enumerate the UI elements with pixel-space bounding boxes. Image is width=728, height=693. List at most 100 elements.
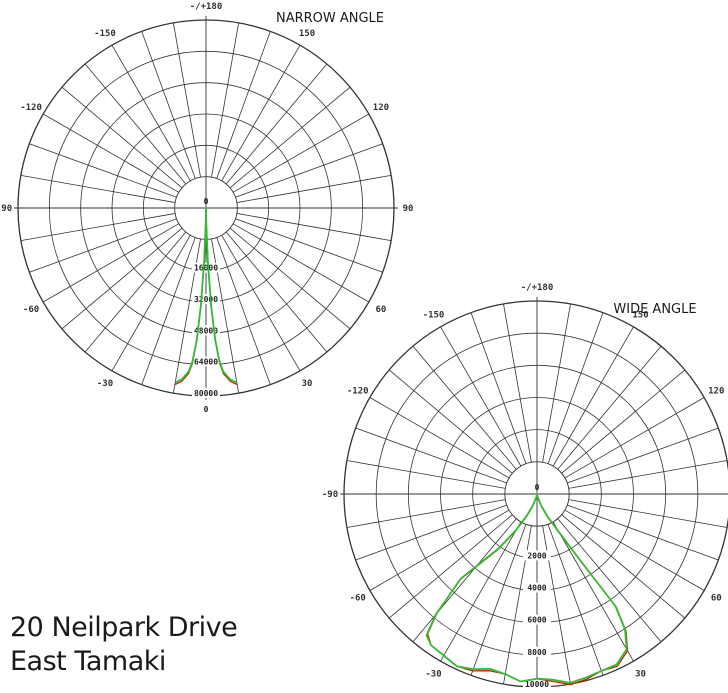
radial-tick-label: 48000 [194,326,218,335]
grid-spoke [229,86,351,189]
grid-spoke [61,86,183,189]
grid-spoke [503,303,532,463]
grid-spoke [557,518,662,643]
angle-tick-label: 30 [302,379,313,389]
radial-label-bg [523,679,551,689]
grid-spoke [211,238,240,394]
angle-tick-label: -30 [97,379,113,389]
grid-spoke [225,63,328,185]
grid-spoke [29,143,177,198]
grid-spoke [235,218,383,273]
grid-spoke [568,499,728,528]
radial-tick-label: 2000 [527,551,546,560]
grid-spoke [355,427,507,484]
angle-tick-label: -/+180 [521,283,554,293]
grid-spoke [221,234,301,372]
grid-spoke [84,63,187,185]
center-label: 0 [535,483,540,492]
radial-tick-label: 4000 [527,584,546,593]
grid-spoke [567,504,719,561]
address-line-2: East Tamaki [10,646,166,677]
grid-spoke [225,231,328,353]
radial-label-bg [192,262,220,273]
angle-tick-label: 150 [632,311,648,321]
grid-spoke [84,231,187,353]
grid-spoke [547,312,604,464]
radial-label-bg [192,294,220,305]
angle-tick-label: 30 [635,669,646,679]
angle-tick-label: 120 [373,103,389,113]
grid-spoke [235,143,383,198]
grid-spoke [412,518,517,643]
address-line-1: 20 Neilpark Drive [10,612,238,643]
chart-title: WIDE ANGLE [613,302,696,317]
grid-spoke [20,174,176,203]
radial-label-bg [192,325,220,336]
grid-spoke [229,227,351,330]
grid-spoke [547,524,604,676]
series-line-2 [174,207,238,384]
grid-spoke [211,22,240,178]
radial-label-bg [523,646,551,657]
grid-spoke [542,525,571,685]
grid-spoke [141,237,196,385]
angle-tick-label: 120 [708,387,724,397]
grid-spoke [561,369,686,474]
grid-spoke [568,460,728,489]
grid-spoke [369,509,510,591]
bottom-label: 0 [204,405,209,414]
radial-label-bg [192,388,220,398]
grid-spoke [172,22,201,178]
polar-chart-1: -/+180 150 120 90 60 30 -30 -60 -90 -120 -150 0 0 160… [0,2,413,414]
grid-spoke [236,174,392,203]
polar-chart-2: -/+180150120906030-30-60-90-120-15002000… [322,283,728,691]
grid-spoke [232,113,370,193]
grid-spoke [470,524,527,676]
grid-spoke [216,31,271,179]
center-label: 0 [204,197,209,206]
grid-spoke [561,514,686,619]
radial-tick-label: 8000 [527,648,546,657]
radial-tick-label: 80000 [194,389,218,398]
grid-spoke [20,213,176,242]
grid-spoke [564,397,705,479]
grid-spoke [42,113,180,193]
grid-spoke [552,521,634,662]
grid-spoke [61,227,183,330]
grid-spoke [552,326,634,467]
radial-tick-label: 16000 [194,264,218,273]
grid-spoke [111,44,191,182]
angle-tick-label: -150 [94,29,116,39]
grid-spoke [388,514,513,619]
grid-spoke [440,521,522,662]
angle-tick-label: 60 [711,594,722,604]
grid-spoke [355,504,507,561]
grid-spoke [141,31,196,179]
angle-tick-label: -90 [322,490,338,500]
angle-tick-label: -90 [0,204,12,214]
grid-spoke [111,234,191,372]
angle-tick-label: 60 [376,305,387,315]
angle-tick-label: -120 [20,103,42,113]
radial-label-bg [192,356,220,367]
grid-spoke [221,44,301,182]
grid-spoke [346,460,506,489]
angle-tick-label: -150 [423,311,445,321]
series-line-2 [425,493,628,684]
grid-spoke [216,237,271,385]
radial-tick-label: 10000 [525,680,549,688]
grid-spoke [346,499,506,528]
grid-spoke [412,345,517,470]
grid-spoke [503,525,532,685]
grid-spoke [29,218,177,273]
angle-tick-label: 150 [299,29,315,39]
chart-title: NARROW ANGLE [276,11,384,26]
grid-spoke [236,213,392,242]
angle-tick-label: -60 [23,305,39,315]
grid-spoke [388,369,513,474]
radial-tick-label: 32000 [194,295,218,304]
radial-label-bg [523,550,551,561]
grid-spoke [369,397,510,479]
